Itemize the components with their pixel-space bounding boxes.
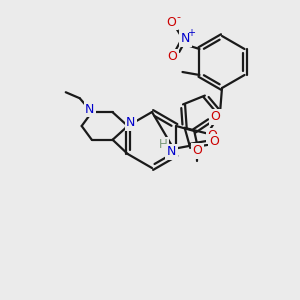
Text: H: H	[159, 138, 168, 152]
Text: O: O	[167, 16, 176, 28]
Text: O: O	[192, 145, 202, 158]
Text: +: +	[188, 28, 196, 38]
Text: N: N	[167, 146, 176, 158]
Text: O: O	[167, 50, 177, 64]
Text: O: O	[210, 135, 220, 148]
Text: N: N	[85, 103, 94, 116]
Text: O: O	[210, 110, 220, 124]
Text: O: O	[208, 129, 218, 142]
Text: N: N	[181, 32, 190, 46]
Text: N: N	[126, 116, 135, 130]
Text: -: -	[176, 12, 181, 22]
